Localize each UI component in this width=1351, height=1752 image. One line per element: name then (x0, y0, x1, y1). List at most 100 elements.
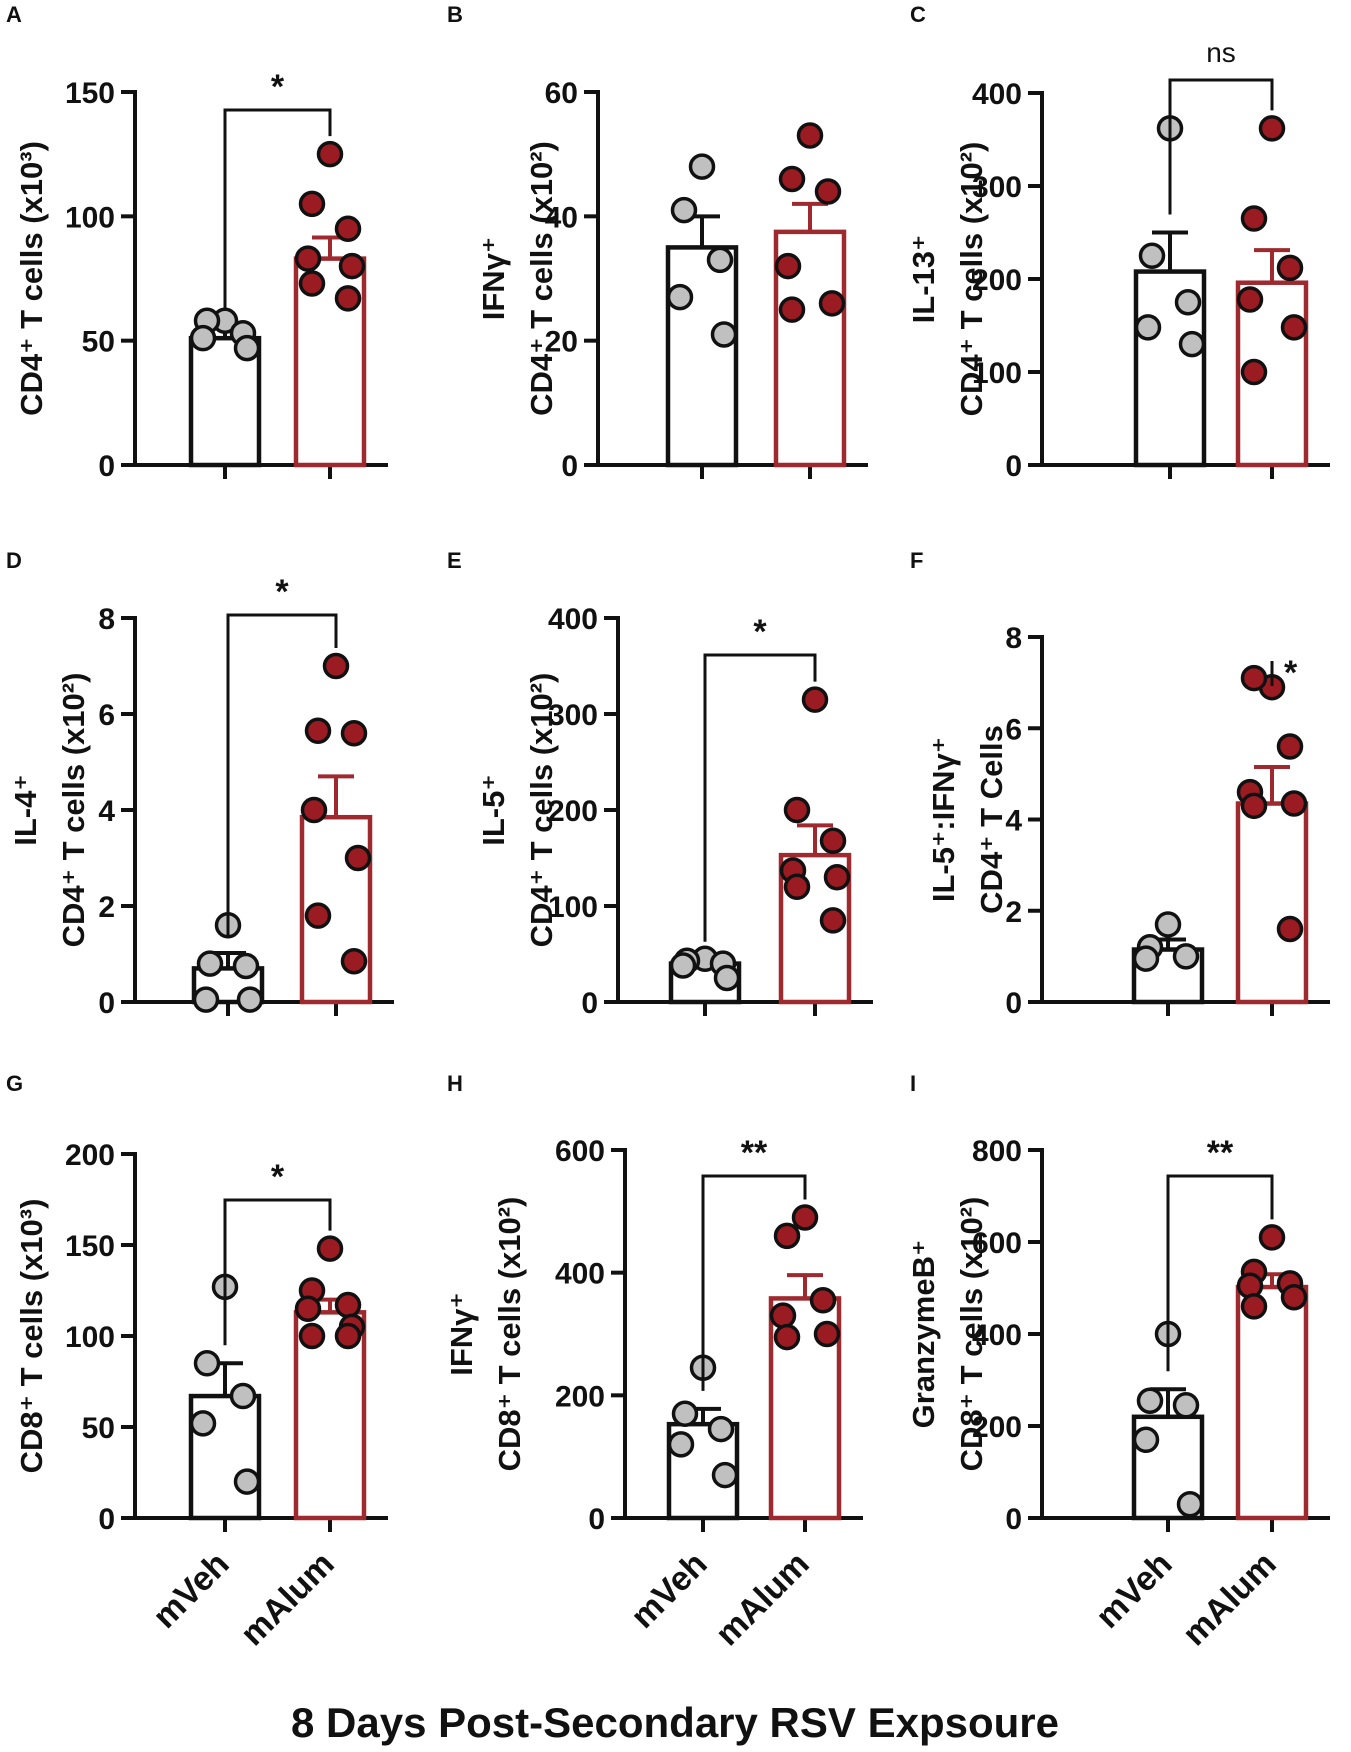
data-point-malum-b (778, 296, 806, 323)
data-point-malum-i (1240, 1293, 1268, 1320)
y-axis-label-g: CD8⁺ T cells (x10³) (14, 1199, 49, 1474)
data-point-mveh-d (236, 986, 264, 1013)
data-point-mveh-f (1132, 945, 1160, 972)
data-point-mveh-h (667, 1431, 695, 1458)
significance-label-d: * (275, 573, 289, 611)
y-axis-label-d-line1: IL-4⁺ (8, 774, 43, 845)
panel-h: H 0 200 400 600 IFNγ⁺ CD8⁺ T cells (x10²) ** mVe… (444, 1071, 863, 1653)
y-axis-label-f-line1: IL-5⁺:IFNγ⁺ (926, 737, 961, 902)
category-label-mveh-g: mVeh (146, 1545, 237, 1636)
data-point-mveh-c (1174, 289, 1202, 316)
significance-bracket-e (703, 653, 817, 942)
data-point-mveh-d (192, 986, 220, 1013)
data-point-mveh-i (1176, 1490, 1204, 1518)
significance-label-a: * (271, 68, 285, 106)
data-point-mveh-b (666, 283, 694, 311)
data-point-malum-d (322, 652, 350, 680)
data-point-mveh-g (229, 1382, 257, 1410)
bar-mveh-b (665, 245, 739, 468)
data-point-malum-b (814, 178, 842, 205)
panel-g: G 0 50 100 150 200 CD8⁺ T cells (x10³) * mVehmAl… (6, 1071, 388, 1653)
y-axis-label-e-line1: IL-5⁺ (476, 774, 511, 845)
data-point-mveh-h (707, 1415, 735, 1443)
data-point-malum-c (1236, 286, 1264, 313)
category-label-malum-i: mAlum (1175, 1545, 1283, 1653)
y-tick-label-d: 6 (98, 699, 115, 732)
data-point-mveh-b (688, 153, 716, 180)
significance-bracket-a (223, 108, 332, 311)
data-point-mveh-i (1136, 1387, 1164, 1414)
category-label-mveh-h: mVeh (624, 1545, 715, 1636)
bar-malum-i (1235, 1284, 1309, 1521)
data-point-malum-b (818, 290, 846, 317)
y-tick-label-a: 100 (65, 201, 115, 234)
panel-c: C 0 100 200 300 400 IL-13⁺ CD4⁺ T cells (x10²) n… (906, 2, 1330, 483)
data-point-malum-c (1280, 314, 1308, 341)
data-point-malum-c (1276, 254, 1304, 282)
data-point-mveh-i (1172, 1392, 1200, 1419)
bar-malum-f (1235, 801, 1309, 1005)
data-point-malum-g (294, 1295, 322, 1322)
y-tick-label-d: 4 (98, 795, 115, 828)
y-axis-label-h-line2: CD8⁺ T cells (x10²) (492, 1197, 527, 1472)
y-tick-label-f: 4 (1005, 805, 1022, 838)
data-point-malum-e (819, 827, 847, 854)
significance-bracket-c (1168, 78, 1274, 215)
y-tick-label-a: 150 (65, 77, 115, 110)
data-point-malum-b (774, 252, 802, 280)
y-tick-label-c: 100 (972, 357, 1022, 390)
y-tick-label-c: 300 (972, 171, 1022, 204)
y-tick-label-e: 200 (548, 795, 598, 828)
data-point-malum-e (801, 686, 829, 713)
data-point-malum-a (334, 215, 362, 243)
y-tick-label-f: 0 (1005, 987, 1022, 1020)
category-label-malum-h: mAlum (708, 1545, 816, 1653)
data-point-malum-e (823, 863, 851, 891)
data-point-malum-f (1240, 792, 1268, 820)
y-tick-label-e: 0 (581, 987, 598, 1020)
data-point-malum-h (773, 1323, 801, 1351)
category-label-mveh-i: mVeh (1089, 1545, 1180, 1636)
data-point-mveh-c (1138, 242, 1166, 269)
data-point-malum-e (783, 796, 811, 824)
data-point-mveh-d (232, 952, 260, 980)
y-axis-label-b-line2: CD4⁺ T cells (x10²) (524, 141, 559, 416)
significance-label-g: * (271, 1158, 285, 1196)
panel-f: F 0 2 4 6 8 IL-5⁺:IFNγ⁺ CD4⁺ T Cells * (910, 548, 1330, 1020)
data-point-malum-i (1236, 1272, 1264, 1299)
data-point-malum-f (1280, 790, 1308, 817)
data-point-malum-g (334, 1291, 362, 1319)
data-point-mveh-g (193, 1350, 221, 1377)
significance-label-c: ns (1206, 37, 1236, 68)
y-tick-label-a: 50 (82, 326, 115, 359)
panel-letter-f: F (910, 548, 923, 573)
y-tick-label-b: 40 (545, 201, 578, 234)
y-axis-label-a: CD4⁺ T cells (x10³) (14, 141, 49, 416)
y-tick-label-i: 600 (972, 1227, 1022, 1260)
panel-e: E 0 100 200 300 400 IL-5⁺ CD4⁺ T cells (x10²) * (447, 548, 873, 1020)
panel-letter-i: I (910, 1071, 916, 1096)
data-point-malum-a (338, 252, 366, 280)
panel-i: I 0 200 400 600 800 GranzymeB⁺ CD8⁺ T cells (x1… (906, 1071, 1330, 1653)
y-tick-label-b: 0 (561, 450, 578, 483)
panel-letter-d: D (6, 548, 22, 573)
significance-label-e: * (753, 613, 767, 651)
panel-a: A 0 50 100 150 CD4⁺ T cells (x10³) * (6, 2, 388, 483)
y-tick-label-e: 400 (548, 603, 598, 636)
y-tick-label-g: 150 (65, 1230, 115, 1263)
y-tick-label-a: 0 (98, 450, 115, 483)
data-point-malum-c (1240, 205, 1268, 232)
y-tick-label-g: 200 (65, 1139, 115, 1172)
y-axis-label-c-line2: CD4⁺ T cells (x10²) (954, 142, 989, 417)
data-point-mveh-b (706, 246, 734, 274)
data-point-malum-f (1240, 664, 1268, 692)
significance-label-i: ** (1207, 1134, 1234, 1172)
data-point-mveh-f (1172, 943, 1200, 970)
y-axis-label-c-line1: IL-13⁺ (906, 235, 941, 324)
y-tick-label-e: 300 (548, 699, 598, 732)
data-point-malum-h (769, 1302, 797, 1329)
data-point-mveh-a (233, 334, 261, 362)
y-tick-label-b: 60 (545, 77, 578, 110)
y-tick-label-d: 8 (98, 603, 115, 636)
data-point-mveh-g (233, 1468, 261, 1495)
